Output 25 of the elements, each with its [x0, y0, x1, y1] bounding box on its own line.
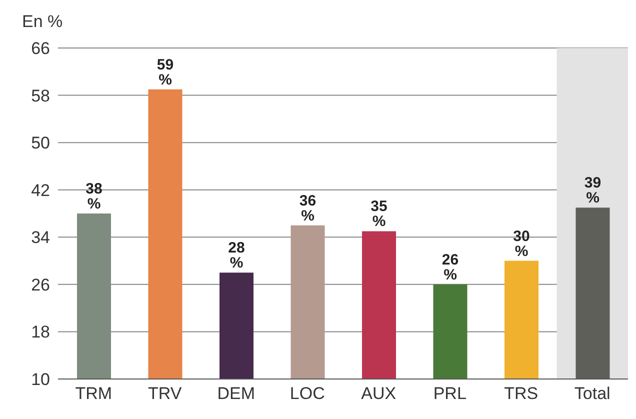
x-tick-label: AUX — [361, 384, 396, 404]
data-label: 35 % — [370, 198, 388, 230]
x-tick-label: TRM — [75, 384, 112, 404]
y-tick-label: 26 — [31, 275, 50, 294]
data-label: 26 % — [442, 251, 459, 284]
y-tick-label: 66 — [31, 39, 50, 58]
x-tick-label: TRV — [148, 384, 182, 404]
y-tick-label: 10 — [31, 370, 50, 390]
data-label: 38 % — [86, 180, 102, 212]
data-label: 59 % — [156, 56, 174, 88]
y-tick-label: 34 — [31, 228, 50, 248]
y-tick-label: 42 — [31, 180, 50, 200]
y-tick-label: 58 — [31, 86, 50, 106]
x-tick-label: TRS — [504, 384, 538, 404]
y-tick-label: 50 — [31, 134, 50, 153]
data-label: 28 % — [228, 240, 245, 272]
data-label: 30 % — [513, 228, 530, 260]
data-label: 36 % — [299, 192, 316, 224]
x-tick-label: LOC — [290, 384, 325, 404]
x-tick-label: DEM — [217, 384, 256, 404]
y-tick-label: 18 — [31, 322, 50, 342]
x-tick-label: PRL — [433, 384, 466, 404]
data-label: 39 % — [584, 174, 602, 207]
x-tick-label: Total — [574, 384, 610, 404]
y-axis-title: En % — [22, 12, 63, 32]
